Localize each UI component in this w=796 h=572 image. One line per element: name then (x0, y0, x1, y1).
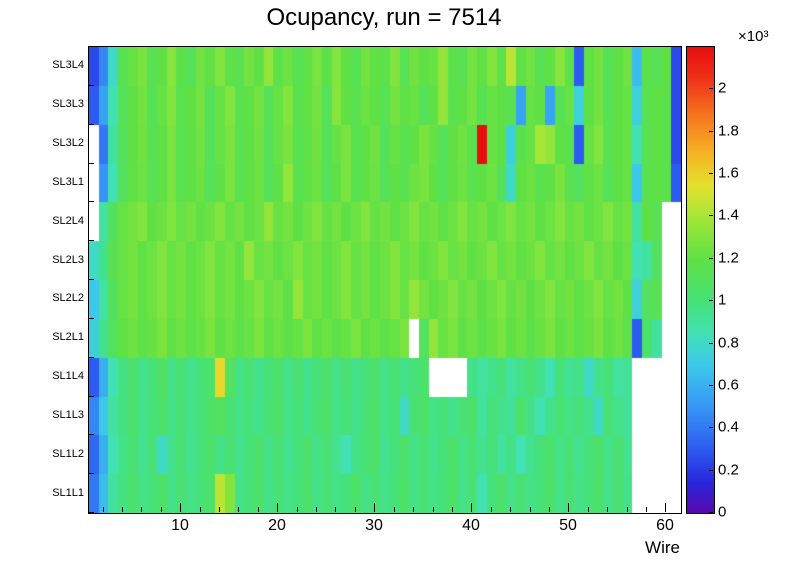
y-boundary-tick (88, 473, 94, 474)
y-boundary-tick (88, 318, 94, 319)
x-minor-tick (491, 507, 492, 512)
colorbar-tick (709, 427, 713, 428)
x-major-tick (180, 503, 181, 512)
x-minor-tick (394, 507, 395, 512)
x-minor-tick (141, 507, 142, 512)
colorbar-tick-label: 1.8 (718, 122, 739, 140)
x-minor-tick (335, 507, 336, 512)
x-tick-label: 10 (171, 517, 189, 534)
x-tick-label: 50 (559, 517, 577, 534)
y-axis-label: SL1L4 (52, 370, 84, 382)
x-minor-tick (297, 507, 298, 512)
y-axis-label: SL2L2 (52, 292, 84, 304)
x-minor-tick (413, 507, 414, 512)
colorbar-tick-label: 1 (718, 291, 727, 309)
y-axis-label: SL1L2 (52, 448, 84, 460)
colorbar (686, 46, 715, 514)
x-minor-tick (530, 507, 531, 512)
y-boundary-tick (88, 357, 94, 358)
x-minor-tick (316, 507, 317, 512)
z-exponent-label: ×10³ (738, 28, 769, 45)
y-axis-label: SL3L1 (52, 176, 84, 188)
colorbar-tick (709, 343, 713, 344)
colorbar-tick (709, 385, 713, 386)
x-minor-tick (607, 507, 608, 512)
colorbar-tick-label: 0.6 (718, 376, 739, 394)
y-boundary-tick (88, 396, 94, 397)
x-minor-tick (238, 507, 239, 512)
y-axis-label: SL2L1 (52, 331, 84, 343)
colorbar-tick-label: 0 (718, 503, 727, 521)
colorbar-tick (709, 470, 713, 471)
heatmap-frame (88, 46, 682, 514)
x-minor-tick (588, 507, 589, 512)
y-axis-label: SL1L3 (52, 409, 84, 421)
colorbar-tick (709, 258, 713, 259)
colorbar-tick (709, 88, 713, 89)
colorbar-tick (709, 300, 713, 301)
y-axis-label: SL3L2 (52, 137, 84, 149)
x-tick-label: 20 (268, 517, 286, 534)
x-major-tick (277, 503, 278, 512)
x-major-tick (568, 503, 569, 512)
colorbar-tick-label: 1.4 (718, 206, 739, 224)
y-boundary-tick (88, 434, 94, 435)
colorbar-tick (709, 215, 713, 216)
x-minor-tick (122, 507, 123, 512)
colorbar-tick-label: 0.2 (718, 461, 739, 479)
colorbar-tick-label: 0.8 (718, 334, 739, 352)
y-boundary-tick (88, 124, 94, 125)
x-major-tick (374, 503, 375, 512)
x-minor-tick (219, 507, 220, 512)
y-boundary-tick (88, 85, 94, 86)
y-boundary-tick (88, 163, 94, 164)
y-axis-label: SL3L4 (52, 59, 84, 71)
y-axis-label: SL3L3 (52, 98, 84, 110)
y-boundary-tick (88, 46, 94, 47)
colorbar-tick (709, 512, 713, 513)
colorbar-tick (709, 131, 713, 132)
y-axis-label: SL1L1 (52, 487, 84, 499)
colorbar-tick-label: 1.6 (718, 164, 739, 182)
x-minor-tick (200, 507, 201, 512)
x-axis-title: Wire (645, 538, 680, 557)
x-minor-tick (452, 507, 453, 512)
x-minor-tick (103, 507, 104, 512)
x-minor-tick (433, 507, 434, 512)
y-boundary-tick (88, 240, 94, 241)
y-axis-label: SL2L4 (52, 215, 84, 227)
y-boundary-tick (88, 279, 94, 280)
x-major-tick (665, 503, 666, 512)
x-minor-tick (161, 507, 162, 512)
x-tick-label: 60 (656, 517, 674, 534)
y-boundary-tick (88, 512, 94, 513)
x-major-tick (471, 503, 472, 512)
x-minor-tick (646, 507, 647, 512)
x-minor-tick (627, 507, 628, 512)
colorbar-tick-label: 0.4 (718, 418, 739, 436)
x-minor-tick (549, 507, 550, 512)
colorbar-tick (709, 173, 713, 174)
x-tick-label: 30 (365, 517, 383, 534)
x-tick-label: 40 (462, 517, 480, 534)
colorbar-canvas (687, 47, 714, 513)
x-minor-tick (258, 507, 259, 512)
y-boundary-tick (88, 201, 94, 202)
y-axis-label: SL2L3 (52, 254, 84, 266)
x-minor-tick (355, 507, 356, 512)
x-minor-tick (510, 507, 511, 512)
colorbar-tick-label: 2 (718, 79, 727, 97)
plot-title: Ocupancy, run = 7514 (266, 4, 502, 31)
colorbar-tick-label: 1.2 (718, 249, 739, 267)
heatmap-canvas (89, 47, 681, 513)
